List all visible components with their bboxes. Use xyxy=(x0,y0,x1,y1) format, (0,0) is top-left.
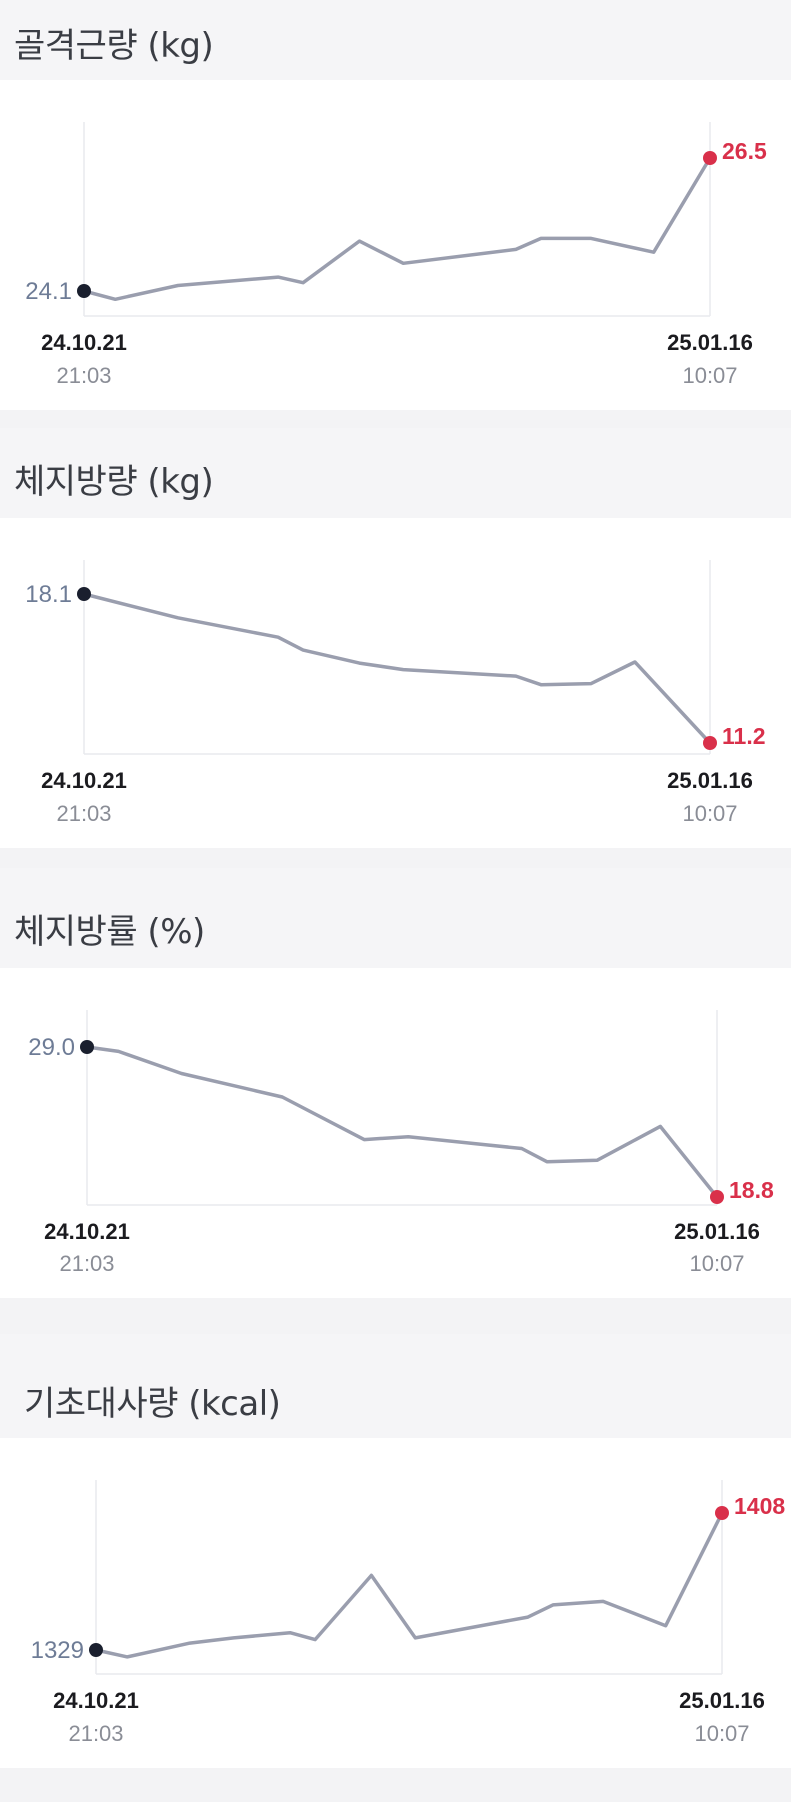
start-date-label: 24.10.21 xyxy=(41,768,127,793)
end-time-label: 10:07 xyxy=(682,801,737,826)
end-point xyxy=(703,151,717,165)
start-value-label: 1329 xyxy=(31,1637,84,1664)
end-date-label: 25.01.16 xyxy=(667,330,753,355)
chart-body xyxy=(0,968,791,1298)
chart-header: 체지방률 (%) xyxy=(0,868,791,968)
start-time-label: 21:03 xyxy=(56,801,111,826)
start-value-label: 24.1 xyxy=(25,278,72,305)
chart-basal-metabolic-rate: 1329 1408 24.10.21 21:03 25.01.16 10:07 xyxy=(31,1480,785,1746)
start-time-label: 21:03 xyxy=(56,363,111,388)
start-point xyxy=(77,284,91,298)
chart-body-fat-percent: 29.0 18.8 24.10.21 21:03 25.01.16 10:07 xyxy=(28,1010,774,1276)
start-date-label: 24.10.21 xyxy=(53,1688,139,1713)
chart-header: 체지방량 (kg) xyxy=(0,428,791,518)
chart-header: 골격근량 (kg) xyxy=(0,0,791,80)
start-point xyxy=(80,1040,94,1054)
start-point xyxy=(77,587,91,601)
end-value-label: 26.5 xyxy=(722,138,767,164)
end-date-label: 25.01.16 xyxy=(667,768,753,793)
end-value-label: 1408 xyxy=(734,1493,785,1519)
end-time-label: 10:07 xyxy=(694,1721,749,1746)
start-value-label: 18.1 xyxy=(25,581,72,608)
chart-body xyxy=(0,518,791,848)
chart-title: 골격근량 (kg) xyxy=(14,26,214,66)
end-date-label: 25.01.16 xyxy=(674,1219,760,1244)
chart-skeletal-muscle: 24.1 26.5 24.10.21 21:03 25.01.16 10:07 xyxy=(25,122,767,388)
start-time-label: 21:03 xyxy=(59,1251,114,1276)
chart-header: 기초대사량 (kcal) xyxy=(0,1334,791,1438)
series-line xyxy=(82,592,712,745)
chart-body xyxy=(0,1438,791,1768)
start-date-label: 24.10.21 xyxy=(44,1219,130,1244)
section-divider xyxy=(0,1768,791,1802)
end-point xyxy=(710,1190,724,1204)
end-point xyxy=(703,736,717,750)
start-point xyxy=(89,1643,103,1657)
series-line xyxy=(94,1511,724,1659)
section-divider xyxy=(0,848,791,868)
series-line xyxy=(82,156,712,302)
chart-title: 체지방량 (kg) xyxy=(14,462,214,502)
section-divider xyxy=(0,1298,791,1334)
section-divider xyxy=(0,410,791,428)
chart-title: 기초대사량 (kcal) xyxy=(24,1384,281,1424)
start-value-label: 29.0 xyxy=(28,1034,75,1061)
end-value-label: 18.8 xyxy=(729,1177,774,1203)
end-date-label: 25.01.16 xyxy=(679,1688,765,1713)
start-date-label: 24.10.21 xyxy=(41,330,127,355)
end-point xyxy=(715,1506,729,1520)
start-time-label: 21:03 xyxy=(68,1721,123,1746)
end-value-label: 11.2 xyxy=(722,723,766,749)
end-time-label: 10:07 xyxy=(682,363,737,388)
end-time-label: 10:07 xyxy=(689,1251,744,1276)
chart-title: 체지방률 (%) xyxy=(14,912,205,952)
series-line xyxy=(85,1045,719,1199)
chart-body-fat-mass: 18.1 11.2 24.10.21 21:03 25.01.16 10:07 xyxy=(25,560,766,826)
